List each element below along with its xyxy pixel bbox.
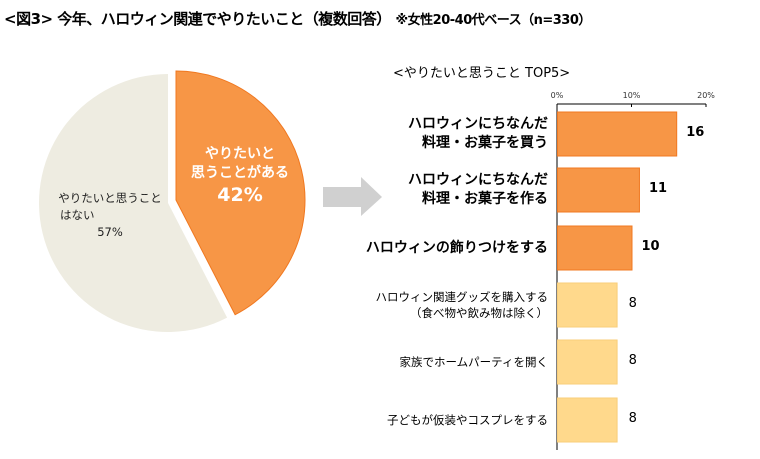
category-label-line: 子どもが仮装やコスプレをする: [387, 413, 548, 427]
pie-value-label: 57%: [97, 225, 123, 239]
pie-label-line: やりたいと: [205, 146, 275, 162]
category-label-line: 料理・お菓子を作る: [422, 191, 548, 207]
pie-label-want: やりたいと思うことがある 42%: [190, 145, 290, 207]
pie-label-line: はない: [60, 208, 95, 222]
bar: [557, 339, 618, 385]
bar-category-label: ハロウィンにちなんだ料理・お菓子を買う: [408, 115, 548, 153]
title-note: ※女性20-40代ベース（n=330）: [395, 13, 592, 28]
bar-chart-title: <やりたいと思うこと TOP5>: [393, 66, 571, 81]
bar: [557, 111, 678, 157]
pie-slice: [175, 70, 306, 316]
x-tick-label: 0%: [550, 91, 564, 100]
bar-category-label: 子どもが仮装やコスプレをする: [387, 412, 548, 428]
title-text: <図3> 今年、ハロウィン関連でやりたいこと（複数回答）: [4, 10, 391, 28]
category-label-line: 家族でホームパーティを開く: [399, 355, 548, 369]
arrow-icon: [323, 177, 382, 216]
category-label-line: ハロウィンの飾りつけをする: [365, 239, 548, 256]
category-label-line: （食べ物や飲み物は除く）: [410, 306, 548, 320]
bar: [557, 225, 633, 271]
pie-value-label: 42%: [217, 184, 263, 206]
bar: [557, 167, 640, 213]
category-label-line: ハロウィンにちなんだ: [408, 116, 548, 132]
x-tick-label: 10%: [622, 91, 641, 100]
bar-category-label: 家族でホームパーティを開く: [400, 354, 548, 370]
pie-label-line: 思うことがある: [191, 165, 289, 181]
category-label-line: ハロウィンにちなんだ: [408, 172, 548, 188]
bar-category-label: ハロウィンにちなんだ料理・お菓子を作る: [408, 171, 548, 209]
bar-category-label: ハロウィンの飾りつけをする: [366, 239, 548, 258]
chart-title: <図3> 今年、ハロウィン関連でやりたいこと（複数回答） ※女性20-40代ベー…: [4, 8, 591, 29]
pie-label-line: やりたいと思うこと: [58, 191, 162, 205]
category-label-line: 料理・お菓子を買う: [422, 135, 548, 151]
bar-value-label: 11: [648, 181, 668, 196]
bar-value-label: 10: [641, 239, 660, 254]
bar: [557, 282, 618, 328]
category-label-line: ハロウィン関連グッズを購入する: [375, 290, 549, 304]
pie-slice: [38, 74, 228, 332]
bar-value-label: 8: [628, 411, 637, 426]
pie-label-not-want: やりたいと思うこと はない 57%: [50, 190, 170, 241]
bar-value-label: 8: [628, 296, 637, 311]
x-tick-label: 20%: [697, 91, 715, 100]
bar-category-label: ハロウィン関連グッズを購入する （食べ物や飲み物は除く）: [376, 289, 549, 321]
bar: [557, 397, 618, 443]
bar-value-label: 8: [628, 353, 637, 368]
bar-value-label: 16: [686, 125, 705, 140]
